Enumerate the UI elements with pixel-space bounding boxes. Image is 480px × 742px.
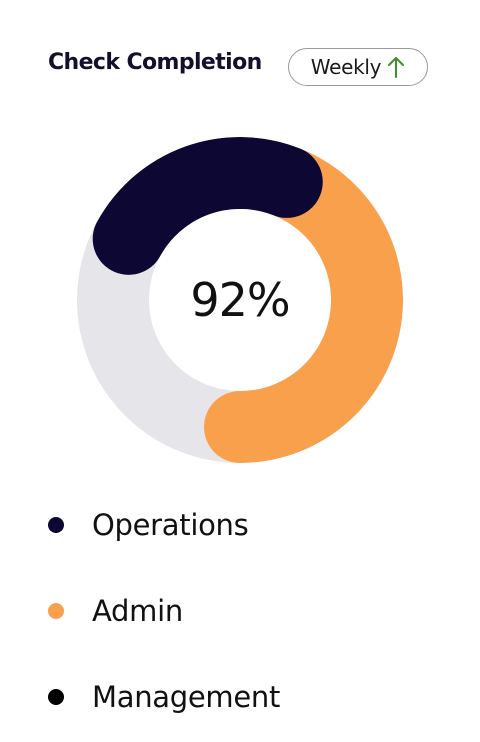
completion-donut-chart: 92% [73,133,407,467]
period-label: Weekly [310,55,382,79]
period-selector-button[interactable]: Weekly [288,48,428,86]
legend-label: Management [92,680,281,714]
legend-item: Operations [48,500,280,550]
donut-segment-admin [204,145,403,463]
completion-percentage: 92% [190,273,290,327]
chart-legend: Operations Admin Management [48,500,280,742]
donut-segment-operations [92,137,323,275]
donut-svg [77,137,403,463]
legend-dot [48,689,64,705]
legend-dot [48,517,64,533]
legend-label: Operations [92,508,249,542]
arrow-up-icon [387,55,405,79]
legend-item: Admin [48,586,280,636]
legend-dot [48,603,64,619]
card-title: Check Completion [48,50,262,75]
legend-label: Admin [92,594,183,628]
legend-item: Management [48,672,280,722]
